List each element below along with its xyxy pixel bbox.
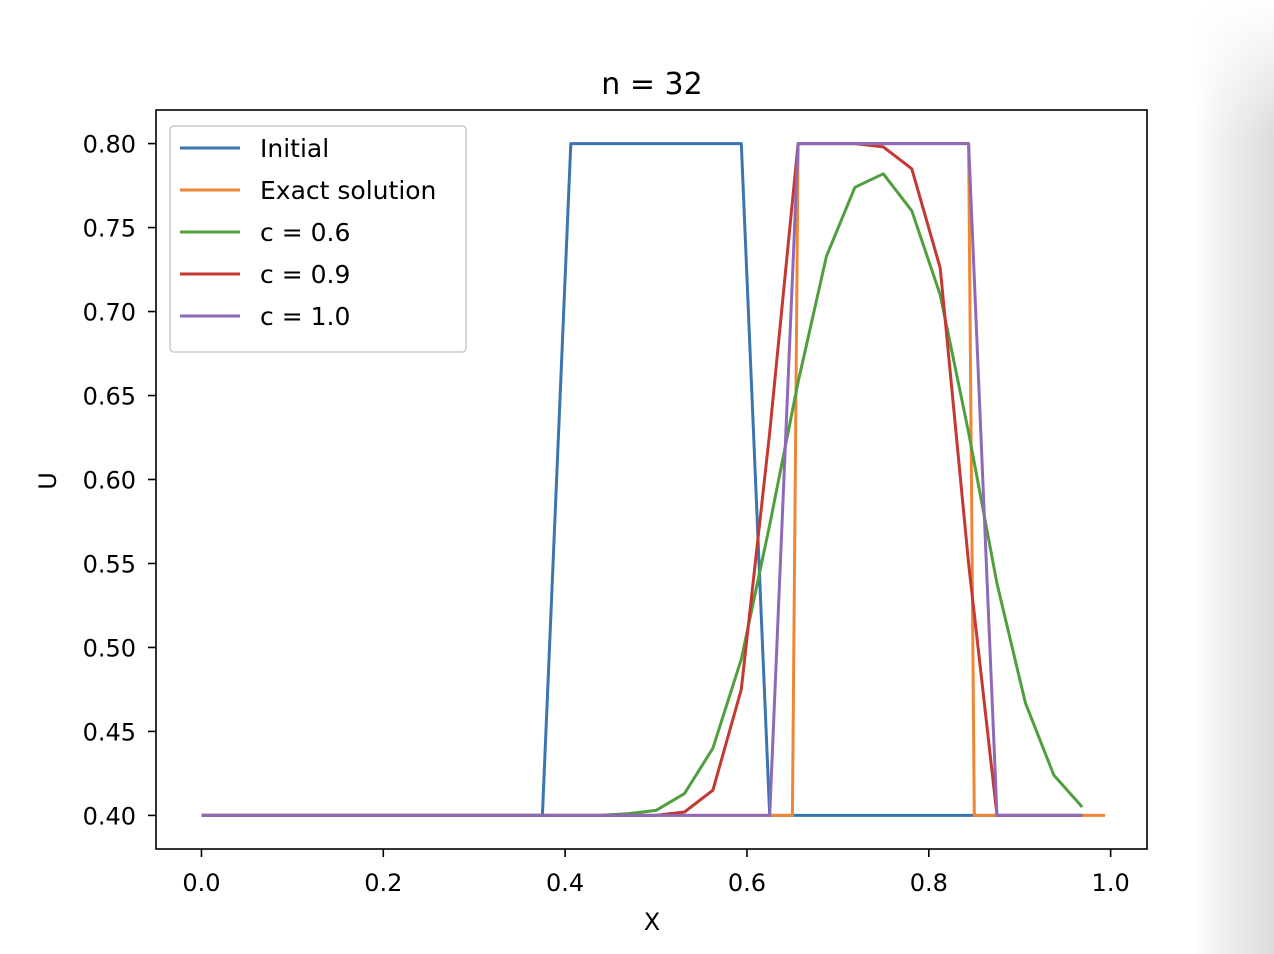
series-line-3: [201, 172, 1084, 817]
y-tick-label: 0.50: [83, 634, 136, 662]
x-tick-label: 0.8: [910, 869, 948, 897]
legend: Initial Exact solution c = 0.6 c = 0.9 c = 1…: [169, 125, 467, 353]
y-tick-label: 0.40: [83, 802, 136, 830]
x-tick-label: 1.0: [1092, 869, 1130, 897]
y-tick-label: 0.65: [83, 383, 136, 411]
legend-label: Exact solution: [260, 176, 436, 205]
x-axis-label: X: [644, 908, 660, 936]
plot-area: [201, 142, 1105, 817]
legend-label: c = 0.6: [260, 218, 350, 247]
window-edge-shadow: [1194, 0, 1274, 954]
y-tick-label: 0.70: [83, 299, 136, 327]
y-tick-label: 0.80: [83, 131, 136, 159]
y-tick-label: 0.60: [83, 467, 136, 495]
y-axis-label: U: [34, 472, 62, 490]
legend-box: [169, 125, 467, 353]
x-tick-label: 0.2: [364, 869, 402, 897]
series-line-5: [201, 142, 1083, 817]
x-axis-ticks: 0.0 0.2 0.4 0.6 0.8 1.0: [182, 849, 1130, 897]
y-tick-label: 0.45: [83, 718, 136, 746]
y-tick-label: 0.55: [83, 550, 136, 578]
x-tick-label: 0.4: [546, 869, 584, 897]
legend-label: c = 0.9: [260, 260, 350, 289]
y-tick-label: 0.75: [83, 215, 136, 243]
legend-label: c = 1.0: [260, 302, 350, 331]
x-tick-label: 0.6: [728, 869, 766, 897]
y-axis-ticks: 0.40 0.45 0.50 0.55 0.60 0.65 0.70 0.75 0.80: [83, 131, 156, 830]
legend-label: Initial: [260, 134, 329, 163]
window-edge-fade: [1194, 0, 1274, 140]
chart-title: n = 32: [601, 67, 702, 102]
x-tick-label: 0.0: [182, 869, 220, 897]
